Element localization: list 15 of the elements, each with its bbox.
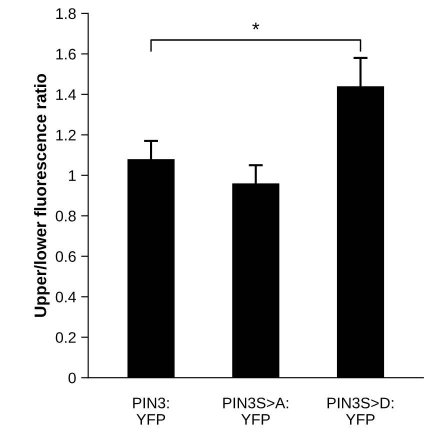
y-tick-label: 0.2 bbox=[56, 332, 76, 343]
y-tick-label: 1.6 bbox=[56, 48, 76, 60]
y-tick-label: 1.2 bbox=[56, 130, 76, 140]
y-tick-label: 1 bbox=[69, 170, 76, 181]
y-axis-title: Upper/lower fluorescence ratio bbox=[34, 74, 50, 317]
x-tick-label: PIN3S>A: YFP bbox=[223, 398, 288, 425]
y-tick-label: 1.4 bbox=[56, 89, 76, 100]
y-tick-label: 1.8 bbox=[56, 8, 76, 20]
y-tick-label: 0 bbox=[68, 372, 76, 384]
y-tick-label: 0.6 bbox=[56, 251, 76, 262]
annotation: * bbox=[252, 22, 260, 30]
x-tick-label: PIN3: YFP bbox=[133, 398, 169, 425]
y-tick-label: 0.4 bbox=[56, 292, 76, 302]
y-tick-label: 0.8 bbox=[56, 210, 76, 222]
x-tick-label: PIN3S>D: YFP bbox=[328, 398, 394, 425]
